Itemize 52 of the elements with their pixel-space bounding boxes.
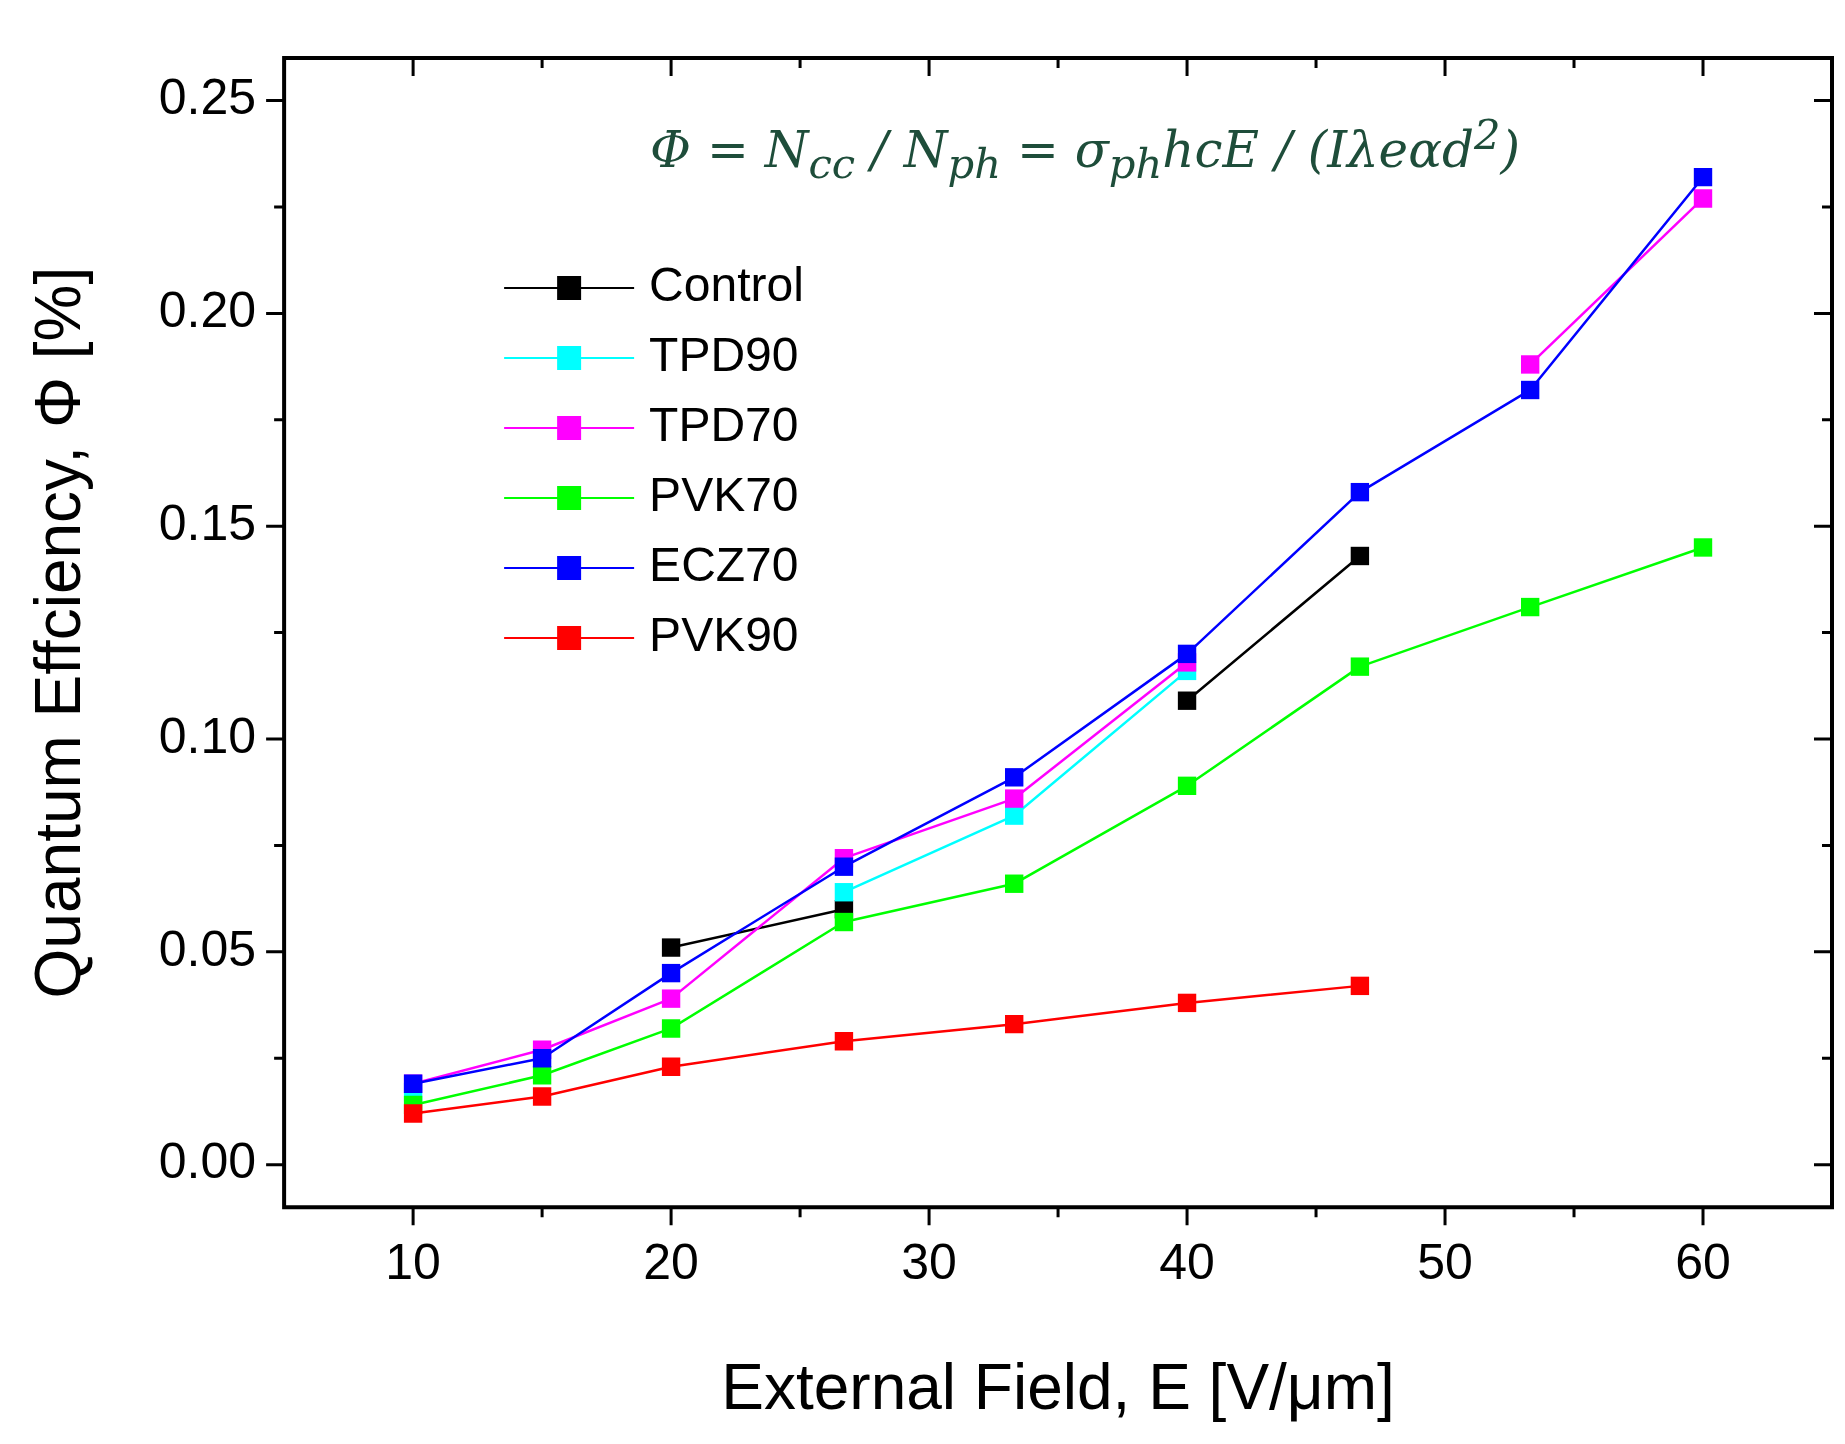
point (1520, 380, 1540, 400)
point (1177, 644, 1197, 664)
point (661, 963, 681, 983)
x-tick-label: 60 (1675, 1233, 1731, 1290)
y-tick-label: 0.20 (158, 282, 257, 339)
legend-label: Control (649, 258, 804, 312)
x-tick-label: 50 (1417, 1233, 1473, 1290)
point (1693, 189, 1713, 208)
point (1520, 597, 1540, 617)
y-axis-title: Quantum Effciency, Φ [%] (22, 266, 95, 999)
point (1350, 482, 1370, 502)
point (1693, 167, 1713, 187)
point (1520, 355, 1540, 374)
point (1350, 976, 1370, 996)
point (661, 1057, 681, 1076)
point (1177, 776, 1197, 796)
point (834, 912, 854, 932)
point (1177, 691, 1197, 710)
point (532, 1066, 552, 1085)
point (834, 883, 854, 902)
y-tick-label: 0.25 (158, 69, 257, 126)
x-axis-title: External Field, E [V/μm] (721, 1351, 1395, 1424)
point (1005, 789, 1024, 808)
point (834, 1032, 854, 1051)
point (1005, 768, 1024, 787)
text: Φ = N$_{cc}$ / N$_{ph}$ = σ$_{ph}$hcE / (Iλeαd$^{2}$) (650, 110, 1520, 188)
legend-label: PVK70 (649, 468, 799, 522)
point (532, 1087, 552, 1106)
x-tick-label: 20 (643, 1233, 699, 1290)
legend-label: TPD90 (649, 328, 799, 382)
point (661, 1019, 681, 1038)
point (1350, 657, 1370, 676)
point (532, 1049, 552, 1068)
y-tick-label: 0.15 (158, 494, 257, 551)
point (1005, 1014, 1024, 1034)
x-tick-label: 40 (1159, 1233, 1215, 1290)
point (1177, 993, 1197, 1013)
point (661, 938, 681, 957)
legend-label: ECZ70 (649, 538, 799, 592)
x-tick-label: 10 (385, 1233, 441, 1290)
point (661, 989, 681, 1008)
point (834, 857, 854, 876)
y-tick-label: 0.10 (158, 707, 257, 764)
x-tick-label: 30 (901, 1233, 957, 1290)
y-tick-label: 0.05 (158, 920, 257, 977)
legend-label: TPD70 (649, 398, 799, 452)
point (403, 1104, 423, 1123)
legend-label: PVK90 (649, 608, 799, 662)
point (1005, 874, 1024, 893)
point (1693, 538, 1713, 557)
point (1350, 546, 1370, 566)
y-tick-label: 0.00 (158, 1133, 257, 1190)
